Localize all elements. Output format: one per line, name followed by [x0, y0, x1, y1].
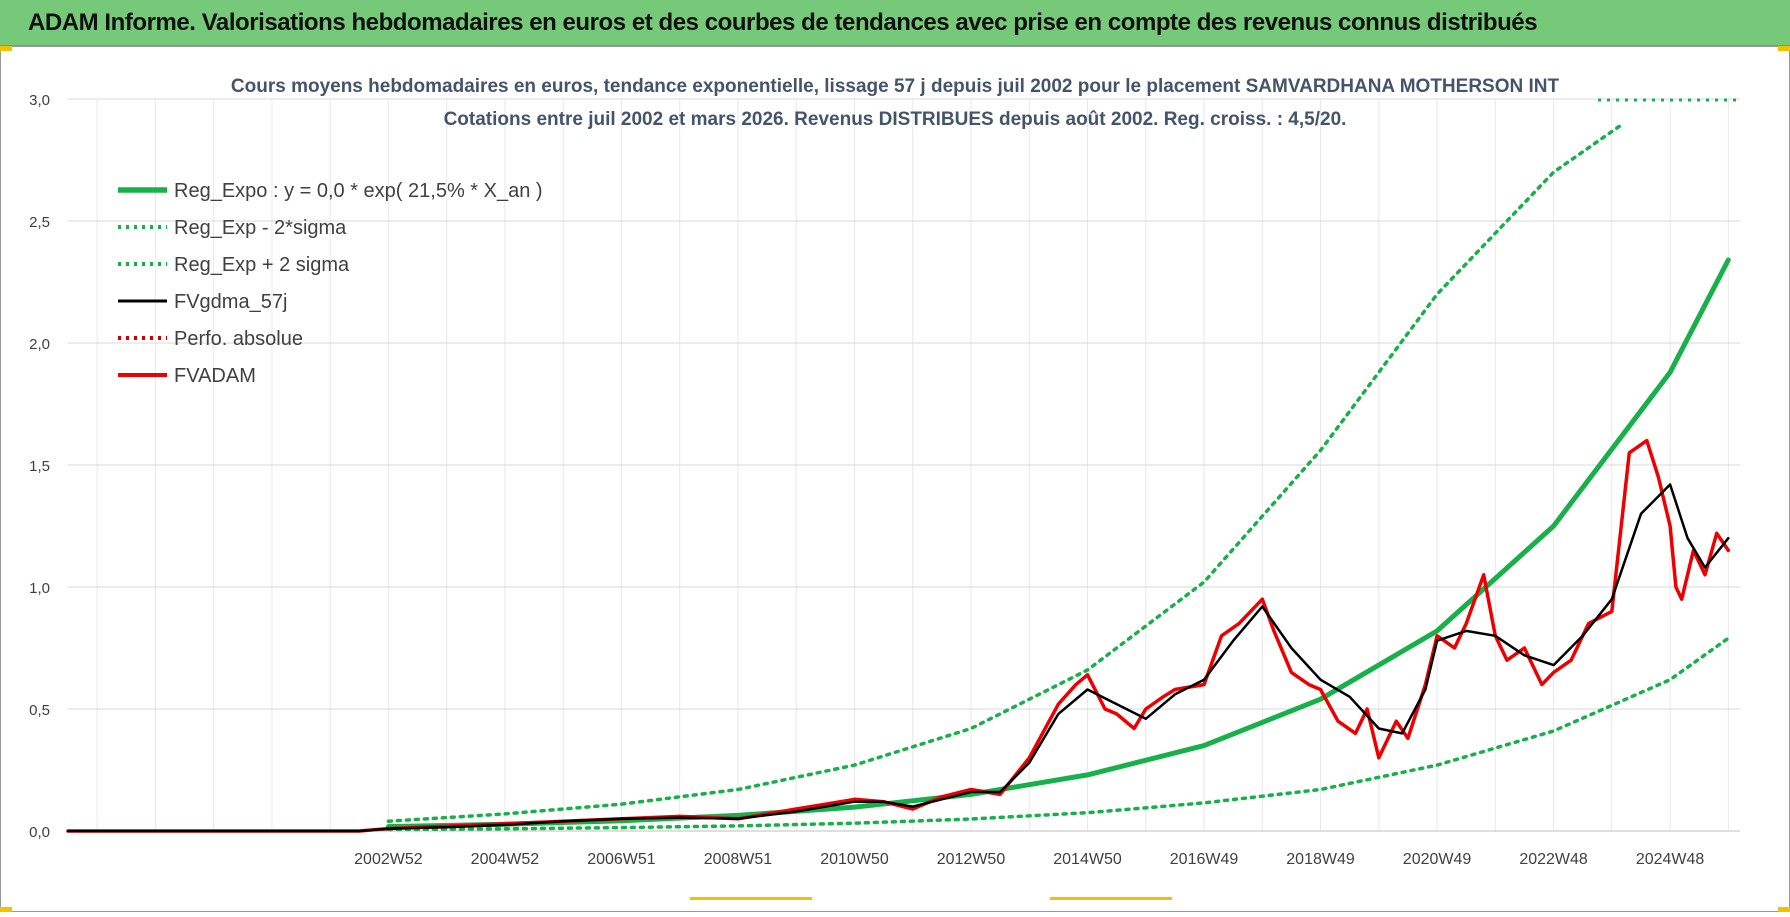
y-tick-label: 1,0	[29, 580, 50, 597]
x-tick-label: 2022W48	[1519, 851, 1588, 868]
series-line-0	[388, 260, 1728, 827]
legend-label: Reg_Expo : y = 0,0 * exp( 21,5% * X_an )	[174, 180, 543, 202]
accent-bar-right	[1050, 897, 1172, 900]
x-tick-label: 2016W49	[1170, 851, 1239, 868]
accent-bar-left	[690, 897, 812, 900]
legend-label: FVADAM	[174, 365, 256, 387]
x-tick-label: 2010W50	[820, 851, 889, 868]
y-tick-label: 1,5	[29, 458, 50, 475]
grid-lines	[68, 99, 1740, 831]
series-line-2	[388, 123, 1623, 821]
x-tick-label: 2004W52	[471, 851, 540, 868]
x-tick-label: 2024W48	[1636, 851, 1705, 868]
y-tick-label: 0,0	[29, 824, 50, 841]
x-tick-label: 2012W50	[937, 851, 1006, 868]
legend-label: Perfo. absolue	[174, 328, 303, 350]
series-line-3	[68, 485, 1728, 832]
legend-label: FVgdma_57j	[174, 291, 287, 313]
x-tick-label: 2018W49	[1286, 851, 1355, 868]
legend-label: Reg_Exp - 2*sigma	[174, 217, 347, 239]
y-tick-label: 2,5	[29, 214, 50, 231]
x-tick-label: 2020W49	[1403, 851, 1472, 868]
x-tick-label: 2002W52	[354, 851, 423, 868]
series-line-1	[388, 638, 1728, 829]
x-tick-label: 2008W51	[704, 851, 773, 868]
y-tick-label: 3,0	[29, 92, 50, 109]
y-tick-label: 2,0	[29, 336, 50, 353]
chart-title: Cours moyens hebdomadaires en euros, ten…	[231, 76, 1560, 97]
x-tick-label: 2006W51	[587, 851, 656, 868]
legend-label: Reg_Exp + 2 sigma	[174, 254, 350, 276]
y-tick-label: 0,5	[29, 702, 50, 719]
series-line-5	[68, 441, 1728, 831]
x-tick-label: 2014W50	[1053, 851, 1122, 868]
chart-subtitle: Cotations entre juil 2002 et mars 2026. …	[444, 109, 1347, 130]
